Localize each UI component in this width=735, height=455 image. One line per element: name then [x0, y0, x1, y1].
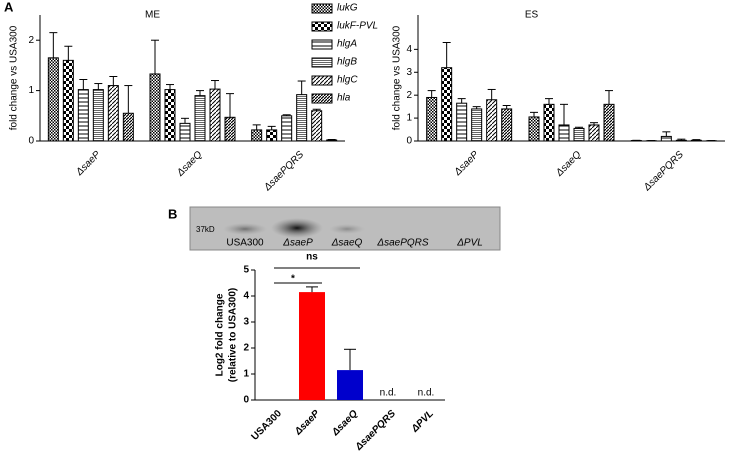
y-tick-label: 3 — [406, 67, 412, 78]
y-axis-label: (relative to USA300) — [228, 288, 239, 382]
blot-lane-label: USA300 — [226, 238, 264, 249]
x-tick-label: ΔsaePQRS — [641, 149, 686, 194]
bar — [690, 139, 702, 142]
y-axis-label: fold change vs USA300 — [9, 25, 20, 130]
bar — [164, 89, 176, 142]
western-blot: 37kD USA300 ΔsaeP ΔsaeQ ΔsaePQRS ΔPVL — [189, 206, 501, 251]
chart-title: ME — [145, 10, 160, 21]
x-tick-label: ΔsaeP — [292, 408, 322, 438]
bar — [107, 85, 119, 142]
bar — [149, 73, 161, 142]
legend-swatch — [311, 75, 333, 86]
legend-label: hlgA — [337, 39, 357, 50]
bar — [296, 94, 308, 142]
x-tick-label: ΔPVL — [409, 408, 436, 435]
y-tick-label: 2 — [243, 343, 249, 354]
bar — [486, 99, 498, 142]
x-tick-label: ΔsaePQRS — [353, 408, 398, 453]
x-tick-label: ΔsaePQRS — [261, 149, 306, 194]
bar — [194, 95, 206, 142]
legend-swatch — [311, 93, 333, 104]
bar — [47, 57, 59, 142]
bar — [471, 108, 483, 142]
blot-band — [271, 218, 323, 238]
y-tick-label: 1 — [406, 113, 412, 124]
bar — [441, 67, 453, 142]
bar — [251, 129, 263, 142]
legend-swatch — [311, 21, 333, 32]
blot-marker: 37kD — [196, 225, 215, 234]
bar — [92, 89, 104, 142]
x-tick-label: ΔsaeP — [73, 149, 103, 179]
legend-swatch — [311, 3, 333, 14]
x-tick-label: ΔsaeQ — [174, 149, 204, 179]
bar — [528, 116, 540, 142]
legend-label: hlgB — [337, 57, 357, 68]
bar — [543, 103, 555, 142]
bar — [209, 88, 221, 142]
y-axis-label: Log2 fold change — [215, 293, 226, 376]
bar — [77, 89, 89, 142]
blot-lane-label: ΔsaeP — [282, 238, 313, 249]
bar — [501, 108, 513, 142]
legend-label: hla — [337, 93, 351, 104]
x-tick-label: ΔsaeQ — [329, 408, 360, 439]
bar — [573, 127, 585, 142]
legend-label: lukF-PVL — [337, 21, 378, 32]
panel-label: A — [4, 0, 14, 14]
y-tick-label: 1 — [243, 369, 249, 380]
blot-lane-label: ΔsaePQRS — [376, 238, 429, 249]
bar — [426, 96, 438, 142]
bar — [660, 135, 672, 142]
legend-swatch — [311, 39, 333, 50]
blot-lane-label: ΔPVL — [456, 238, 483, 249]
significance-label: * — [291, 274, 295, 285]
y-tick-label: 5 — [243, 265, 249, 276]
blot-band — [223, 223, 267, 235]
x-tick-label: USA300 — [249, 408, 284, 443]
bar — [337, 370, 363, 400]
y-axis-label: fold change vs USA300 — [392, 25, 403, 130]
bar — [281, 115, 293, 142]
x-tick-label: ΔsaeQ — [553, 149, 583, 179]
bar — [588, 124, 600, 142]
y-tick-label: 0 — [28, 136, 34, 147]
blot-lane-label: ΔsaeQ — [331, 238, 363, 249]
y-tick-label: 2 — [28, 35, 34, 46]
bar — [558, 124, 570, 142]
blot-band — [329, 224, 365, 234]
bar — [266, 129, 278, 142]
bar — [603, 103, 615, 142]
significance-label: ns — [306, 252, 318, 263]
legend-swatch — [311, 57, 333, 68]
panel-label: B — [168, 206, 177, 221]
y-tick-label: 0 — [243, 395, 249, 406]
value-label: n.d. — [380, 388, 397, 399]
y-tick-label: 1 — [28, 85, 34, 96]
bar — [326, 139, 338, 142]
bar — [299, 292, 325, 400]
y-tick-label: 2 — [406, 90, 412, 101]
y-tick-label: 3 — [243, 317, 249, 328]
y-tick-label: 4 — [406, 44, 412, 55]
legend-label: lukG — [337, 3, 358, 14]
y-tick-label: 4 — [243, 291, 249, 302]
x-tick-label: ΔsaeP — [452, 149, 482, 179]
bar — [224, 116, 236, 142]
legend-label: hlgC — [337, 75, 358, 86]
bar — [62, 59, 74, 142]
bar — [311, 110, 323, 142]
bar — [675, 139, 687, 142]
chart-title: ES — [525, 10, 539, 21]
bar — [122, 112, 134, 142]
bar — [179, 122, 191, 142]
value-label: n.d. — [418, 388, 435, 399]
bar — [456, 102, 468, 142]
y-tick-label: 0 — [406, 136, 412, 147]
